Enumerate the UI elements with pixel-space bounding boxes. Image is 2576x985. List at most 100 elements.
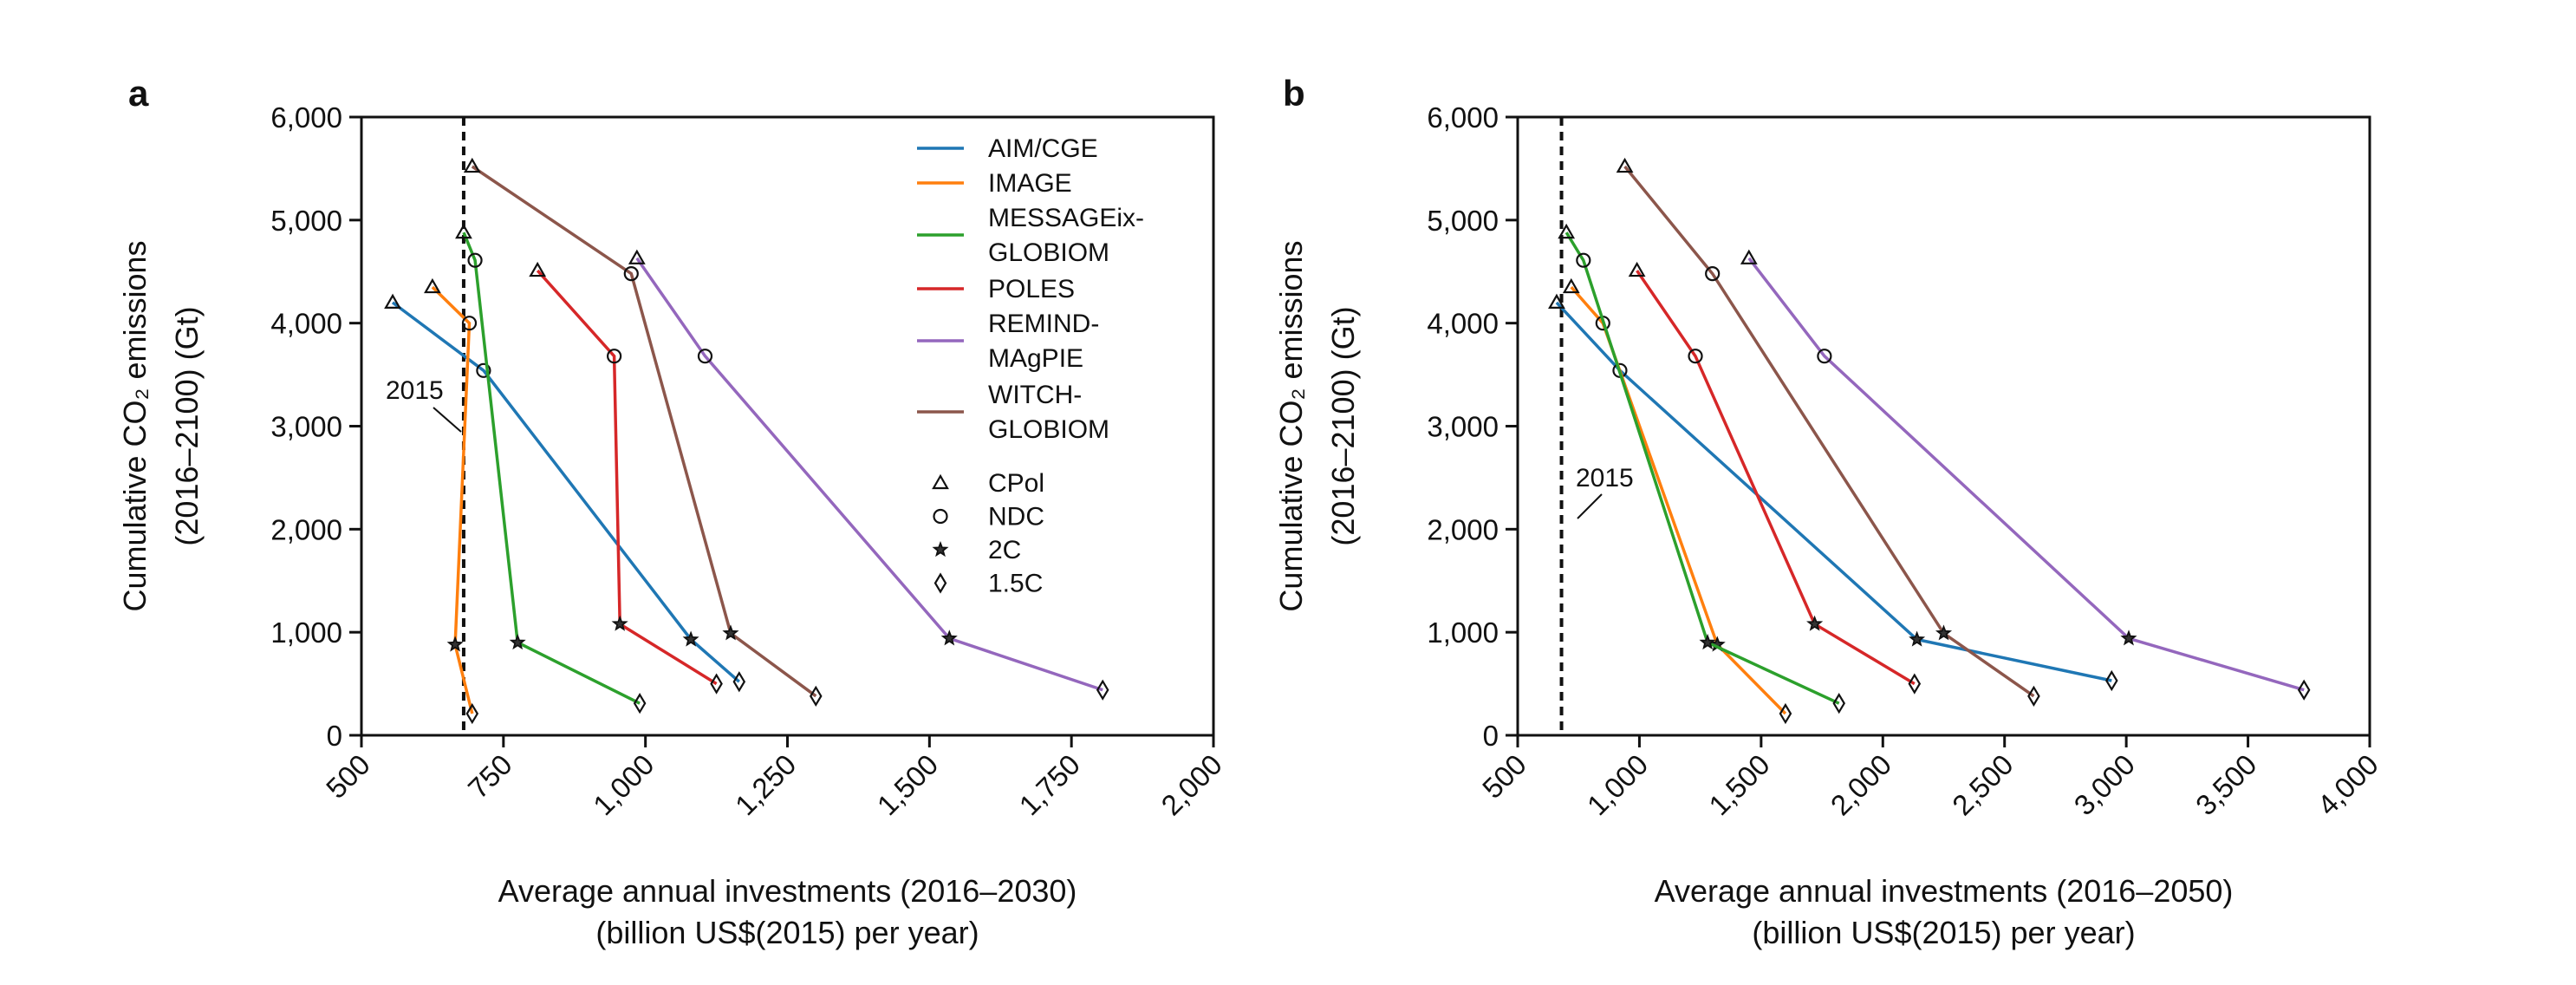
y-tick-label: 1,000 (1427, 616, 1499, 649)
y-tick-label: 6,000 (1427, 101, 1499, 134)
legend-label: MAgPIE (988, 344, 1083, 373)
point-poles-cpol (529, 261, 547, 277)
legend-label: 2C (988, 536, 1021, 564)
x-axis-label: Average annual investments (2016–2030) (498, 873, 1077, 909)
series-line-messageix-globiom (462, 232, 641, 705)
x-tick-label: 1,500 (871, 748, 945, 822)
point-image-cpol (1562, 277, 1580, 294)
legend-label: GLOBIOM (988, 415, 1109, 444)
legend-label: NDC (988, 503, 1044, 532)
y-tick-label: 2,000 (1427, 513, 1499, 545)
x-tick-label: 750 (462, 748, 518, 805)
x-axis-label: Average annual investments (2016–2050) (1655, 873, 2234, 909)
y-tick-label: 2,000 (270, 513, 342, 545)
reference-line-pointer (433, 407, 462, 433)
series-line-aim-cge (1555, 301, 2112, 682)
point-poles-cpol (1628, 261, 1646, 277)
panel-letter: a (128, 73, 149, 114)
x-tick-label: 1,000 (587, 748, 660, 822)
y-axis-label: Cumulative CO₂ emissions (117, 240, 153, 611)
point-image-cpol (424, 277, 441, 294)
point-witch-globiom-ndc (623, 266, 639, 282)
point-aim-cge-2c (1909, 630, 1926, 647)
point-poles-15c (1908, 673, 1922, 695)
y-axis-label-units: (2016–2100) (Gt) (1325, 306, 1361, 545)
point-witch-globiom-15c (809, 685, 823, 707)
point-witch-globiom-2c (722, 624, 739, 641)
point-witch-globiom-ndc (1705, 266, 1721, 282)
point-messageix-globiom-ndc (467, 252, 483, 268)
legend-label: MESSAGEix- (988, 204, 1144, 232)
point-aim-cge-cpol (1548, 293, 1565, 309)
x-tick-label: 2,000 (1155, 748, 1228, 822)
y-tick-label: 4,000 (270, 308, 342, 340)
x-tick-label: 1,250 (729, 748, 803, 822)
x-tick-label: 2,500 (1946, 748, 2020, 822)
point-witch-globiom-cpol (1616, 157, 1634, 173)
point-poles-15c (710, 673, 723, 695)
legend-marker-15c (933, 572, 947, 594)
legend-label: AIM/CGE (988, 134, 1098, 163)
point-aim-cge-cpol (384, 293, 401, 309)
legend-label: GLOBIOM (988, 238, 1109, 267)
y-tick-label: 5,000 (270, 205, 342, 237)
series-line-poles (1636, 270, 1916, 686)
y-tick-label: 4,000 (1427, 308, 1499, 340)
point-messageix-globiom-cpol (455, 223, 472, 239)
panel-letter: b (1283, 73, 1305, 114)
y-axis-label-units: (2016–2100) (Gt) (169, 306, 205, 545)
point-image-15c (465, 702, 479, 725)
point-remind-magpie-15c (1096, 679, 1109, 701)
x-tick-label: 3,500 (2189, 748, 2263, 822)
x-tick-label: 4,000 (2311, 748, 2384, 822)
point-poles-2c (611, 615, 628, 631)
point-remind-magpie-2c (940, 629, 958, 646)
series-line-aim-cge (391, 301, 740, 683)
legend-label: REMIND- (988, 310, 1099, 338)
reference-line-label: 2015 (1576, 464, 1634, 492)
point-messageix-globiom-2c (509, 633, 526, 650)
point-witch-globiom-15c (2027, 685, 2040, 707)
y-tick-label: 6,000 (270, 101, 342, 134)
series-line-messageix-globiom (1564, 232, 1840, 705)
point-image-15c (1779, 702, 1792, 725)
point-aim-cge-2c (682, 630, 699, 647)
legend: AIM/CGE IMAGE MESSAGEix- GLOBIOM POLES REMIND… (917, 134, 1144, 598)
x-axis-label-units: (billion US$(2015) per year) (595, 915, 979, 950)
point-aim-cge-15c (732, 671, 746, 693)
point-messageix-globiom-ndc (1576, 252, 1591, 268)
point-messageix-globiom-cpol (1558, 223, 1576, 239)
x-tick-label: 500 (320, 748, 376, 805)
series-line-poles (536, 269, 718, 686)
series-line-image (1570, 285, 1787, 715)
point-messageix-globiom-15c (633, 693, 647, 714)
x-tick-label: 2,000 (1825, 748, 1898, 822)
x-tick-label: 1,500 (1702, 748, 1776, 822)
point-messageix-globiom-15c (1832, 693, 1846, 714)
point-witch-globiom-2c (1935, 624, 1953, 641)
series-line-image (431, 285, 474, 714)
point-messageix-globiom-2c (1699, 633, 1716, 650)
y-tick-label: 3,000 (1427, 411, 1499, 443)
legend-label: IMAGE (988, 169, 1072, 198)
legend-marker-cpol (932, 473, 949, 490)
legend-label: POLES (988, 275, 1075, 303)
point-witch-globiom-cpol (463, 157, 481, 173)
y-tick-label: 5,000 (1427, 205, 1499, 237)
x-tick-label: 500 (1476, 748, 1532, 805)
series-line-remind-magpie (635, 257, 1103, 692)
series-line-witch-globiom (471, 165, 817, 698)
panel-b: b 0 1,000 2,000 3,000 4,000 5,000 6,000 500 1,000… (1273, 73, 2384, 950)
point-poles-ndc (607, 349, 622, 364)
reference-line-label: 2015 (386, 376, 444, 405)
point-aim-cge-15c (2105, 669, 2118, 692)
point-aim-cge-ndc (476, 362, 491, 378)
point-remind-magpie-ndc (1817, 349, 1832, 364)
y-tick-label: 0 (327, 720, 342, 752)
y-tick-label: 3,000 (270, 411, 342, 443)
x-tick-label: 1,750 (1013, 748, 1087, 822)
point-poles-2c (1806, 615, 1824, 631)
x-tick-label: 1,000 (1581, 748, 1655, 822)
x-tick-label: 3,000 (2068, 748, 2142, 822)
